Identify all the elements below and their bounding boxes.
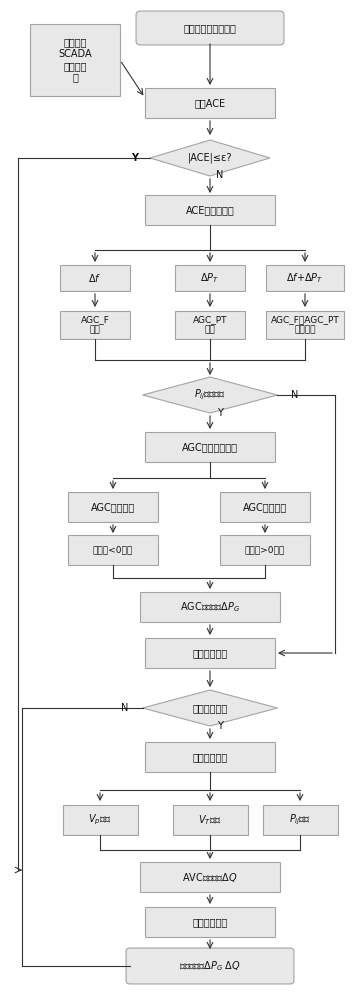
FancyBboxPatch shape (30, 24, 120, 96)
Text: 负荷扰动
SCADA
实时测量
值: 负荷扰动 SCADA 实时测量 值 (58, 38, 92, 82)
FancyBboxPatch shape (145, 88, 275, 118)
Text: Y: Y (217, 408, 223, 418)
Text: N: N (291, 390, 299, 400)
FancyBboxPatch shape (266, 265, 344, 291)
FancyBboxPatch shape (145, 195, 275, 225)
FancyBboxPatch shape (140, 862, 280, 892)
Text: AVC调节量：$\Delta Q$: AVC调节量：$\Delta Q$ (182, 870, 238, 884)
FancyBboxPatch shape (126, 948, 294, 984)
Text: 灵敏度<0优先: 灵敏度<0优先 (93, 546, 133, 554)
Text: AGC减小出力: AGC减小出力 (243, 502, 287, 512)
Text: Y: Y (217, 721, 223, 731)
FancyBboxPatch shape (145, 742, 275, 772)
Text: 潮流计算校验: 潮流计算校验 (192, 917, 228, 927)
FancyBboxPatch shape (172, 805, 247, 835)
Text: 潮流计算校验: 潮流计算校验 (192, 648, 228, 658)
Text: $\Delta P_T$: $\Delta P_T$ (200, 271, 219, 285)
Text: $V_p$越限: $V_p$越限 (88, 813, 112, 827)
Text: $V_T$越限: $V_T$越限 (199, 813, 222, 827)
FancyBboxPatch shape (136, 11, 284, 45)
FancyBboxPatch shape (263, 805, 337, 835)
FancyBboxPatch shape (60, 311, 130, 339)
FancyBboxPatch shape (220, 492, 310, 522)
FancyBboxPatch shape (175, 311, 245, 339)
Text: 产生越限变量: 产生越限变量 (192, 752, 228, 762)
Text: $\Delta f$+$\Delta P_T$: $\Delta f$+$\Delta P_T$ (286, 271, 324, 285)
Text: $\Delta f$: $\Delta f$ (88, 272, 102, 284)
Text: Y: Y (131, 153, 138, 163)
FancyBboxPatch shape (145, 638, 275, 668)
Text: AGC调节量：$\Delta P_G$: AGC调节量：$\Delta P_G$ (180, 600, 240, 614)
Text: ACE不合格原因: ACE不合格原因 (185, 205, 234, 215)
FancyBboxPatch shape (68, 492, 158, 522)
FancyBboxPatch shape (266, 311, 344, 339)
Text: AGC_F
动作: AGC_F 动作 (81, 315, 109, 335)
FancyBboxPatch shape (68, 535, 158, 565)
Polygon shape (143, 377, 278, 413)
Text: |ACE|≤ε?: |ACE|≤ε? (188, 153, 232, 163)
Text: AGC_PT
动作: AGC_PT 动作 (193, 315, 227, 335)
FancyBboxPatch shape (60, 265, 130, 291)
FancyBboxPatch shape (145, 432, 275, 462)
FancyBboxPatch shape (63, 805, 137, 835)
Text: 计算ACE: 计算ACE (194, 98, 225, 108)
Text: AGC出力改变方向: AGC出力改变方向 (182, 442, 238, 452)
FancyBboxPatch shape (145, 907, 275, 937)
FancyBboxPatch shape (175, 265, 245, 291)
FancyBboxPatch shape (220, 535, 310, 565)
Text: 上一控制层级基准值: 上一控制层级基准值 (184, 23, 236, 33)
Text: 输出指令：$\Delta P_G$ $\Delta Q$: 输出指令：$\Delta P_G$ $\Delta Q$ (179, 959, 241, 973)
Text: 灵敏度>0优先: 灵敏度>0优先 (245, 546, 285, 554)
Text: N: N (216, 170, 224, 180)
Polygon shape (150, 140, 270, 176)
Text: 是否存在越限: 是否存在越限 (192, 703, 228, 713)
Text: AGC_F、AGC_PT
同时动作: AGC_F、AGC_PT 同时动作 (270, 315, 339, 335)
FancyBboxPatch shape (140, 592, 280, 622)
Text: $P_{ij}$是否重载: $P_{ij}$是否重载 (194, 388, 226, 402)
Polygon shape (143, 690, 278, 726)
Text: N: N (121, 703, 129, 713)
Text: AGC增加出力: AGC增加出力 (91, 502, 135, 512)
Text: $P_{ij}$越限: $P_{ij}$越限 (289, 813, 311, 827)
